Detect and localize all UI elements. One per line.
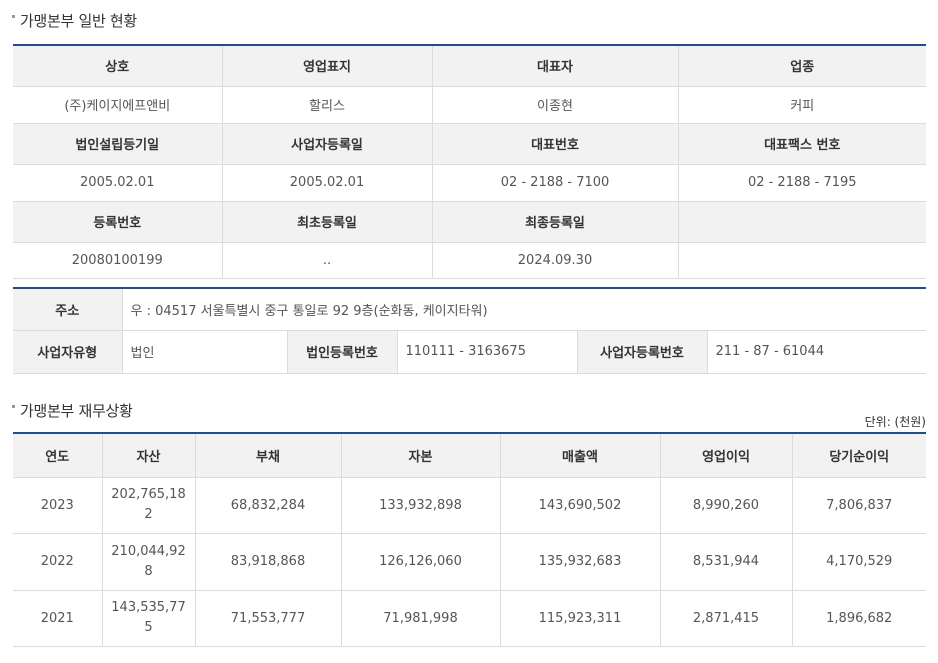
assets-cell: 143,535,775 (101, 589, 196, 647)
general-info-table: 상호 영업표지 대표자 업종 (주)케이지에프앤비 할리스 이종현 커피 법인설… (13, 44, 926, 279)
address-value: 우 : 04517 서울특별시 중구 통일로 92 9층(순화동, 케이지타워) (121, 287, 927, 331)
operating-income-cell: 2,871,415 (659, 589, 793, 647)
business-registration-date: 2005.02.01 (221, 163, 433, 202)
business-type-label: 사업자유형 (13, 329, 123, 374)
address-table: 주소 우 : 04517 서울특별시 중구 통일로 92 9층(순화동, 케이지… (13, 287, 927, 374)
corporate-registration-label: 법인등록번호 (286, 329, 398, 374)
net-income-cell: 4,170,529 (791, 532, 926, 591)
year-cell: 2022 (13, 532, 103, 591)
main-fax: 02 - 2188 - 7195 (677, 163, 926, 202)
incorporation-date: 2005.02.01 (13, 163, 223, 202)
header-cell: 업종 (677, 44, 926, 87)
assets-cell: 210,044,928 (101, 532, 196, 591)
table-header-row: 법인설립등기일 사업자등록일 대표번호 대표팩스 번호 (13, 122, 926, 165)
business-category: 커피 (677, 85, 926, 124)
business-registration-value: 211 - 87 - 61044 (706, 329, 927, 374)
net-income-cell: 1,896,682 (791, 589, 926, 647)
net-income-cell: 7,806,837 (791, 476, 926, 534)
revenue-cell: 115,923,311 (499, 589, 661, 647)
bullet-icon (12, 405, 15, 408)
table-row: 2005.02.01 2005.02.01 02 - 2188 - 7100 0… (13, 163, 926, 202)
header-cell: 부채 (194, 432, 342, 478)
table-header-row: 등록번호 최초등록일 최종등록일 (13, 200, 926, 243)
main-phone: 02 - 2188 - 7100 (431, 163, 679, 202)
equity-cell: 133,932,898 (340, 476, 501, 534)
header-cell: 상호 (13, 44, 223, 87)
business-type-value: 법인 (121, 329, 288, 374)
ceo-name: 이종현 (431, 85, 679, 124)
bullet-icon (12, 15, 15, 18)
first-registration-date: .. (221, 241, 433, 279)
section-title-text: 가맹본부 일반 현황 (20, 12, 137, 30)
liabilities-cell: 83,918,868 (194, 532, 342, 591)
assets-cell: 202,765,182 (101, 476, 196, 534)
header-cell: 최종등록일 (431, 200, 679, 243)
header-cell: 영업이익 (659, 432, 793, 478)
table-row: (주)케이지에프앤비 할리스 이종현 커피 (13, 85, 926, 124)
liabilities-cell: 71,553,777 (194, 589, 342, 647)
section-title-general: 가맹본부 일반 현황 (12, 10, 137, 31)
header-cell: 등록번호 (13, 200, 223, 243)
operating-income-cell: 8,990,260 (659, 476, 793, 534)
table-header-row: 상호 영업표지 대표자 업종 (13, 44, 926, 87)
financial-table: 연도 자산 부채 자본 매출액 영업이익 당기순이익 2023 202,765,… (13, 432, 926, 647)
business-registration-label: 사업자등록번호 (576, 329, 708, 374)
equity-cell: 71,981,998 (340, 589, 501, 647)
section-title-text: 가맹본부 재무상황 (20, 402, 133, 420)
table-row: 2022 210,044,928 83,918,868 126,126,060 … (13, 532, 926, 591)
address-label: 주소 (13, 287, 123, 331)
header-cell: 자본 (340, 432, 501, 478)
registration-number: 20080100199 (13, 241, 223, 279)
table-row: 주소 우 : 04517 서울특별시 중구 통일로 92 9층(순화동, 케이지… (13, 287, 927, 331)
header-cell: 매출액 (499, 432, 661, 478)
header-cell-empty (677, 200, 926, 243)
unit-label: 단위: (천원) (864, 415, 926, 429)
operating-income-cell: 8,531,944 (659, 532, 793, 591)
section-title-financial: 가맹본부 재무상황 (12, 400, 133, 421)
year-cell: 2023 (13, 476, 103, 534)
equity-cell: 126,126,060 (340, 532, 501, 591)
table-row: 20080100199 .. 2024.09.30 (13, 241, 926, 279)
table-row: 사업자유형 법인 법인등록번호 110111 - 3163675 사업자등록번호… (13, 329, 927, 374)
header-cell: 연도 (13, 432, 103, 478)
liabilities-cell: 68,832,284 (194, 476, 342, 534)
header-cell: 당기순이익 (791, 432, 926, 478)
brand-name: 할리스 (221, 85, 433, 124)
header-cell: 대표팩스 번호 (677, 122, 926, 165)
table-header-row: 연도 자산 부채 자본 매출액 영업이익 당기순이익 (13, 432, 926, 478)
header-cell: 대표번호 (431, 122, 679, 165)
empty-cell (677, 241, 926, 279)
header-cell: 법인설립등기일 (13, 122, 223, 165)
year-cell: 2021 (13, 589, 103, 647)
revenue-cell: 135,932,683 (499, 532, 661, 591)
revenue-cell: 143,690,502 (499, 476, 661, 534)
header-cell: 자산 (101, 432, 196, 478)
header-cell: 영업표지 (221, 44, 433, 87)
table-row: 2023 202,765,182 68,832,284 133,932,898 … (13, 476, 926, 534)
header-cell: 사업자등록일 (221, 122, 433, 165)
last-registration-date: 2024.09.30 (431, 241, 679, 279)
header-cell: 최초등록일 (221, 200, 433, 243)
table-row: 2021 143,535,775 71,553,777 71,981,998 1… (13, 589, 926, 647)
corporate-registration-value: 110111 - 3163675 (396, 329, 578, 374)
header-cell: 대표자 (431, 44, 679, 87)
company-name: (주)케이지에프앤비 (13, 85, 223, 124)
